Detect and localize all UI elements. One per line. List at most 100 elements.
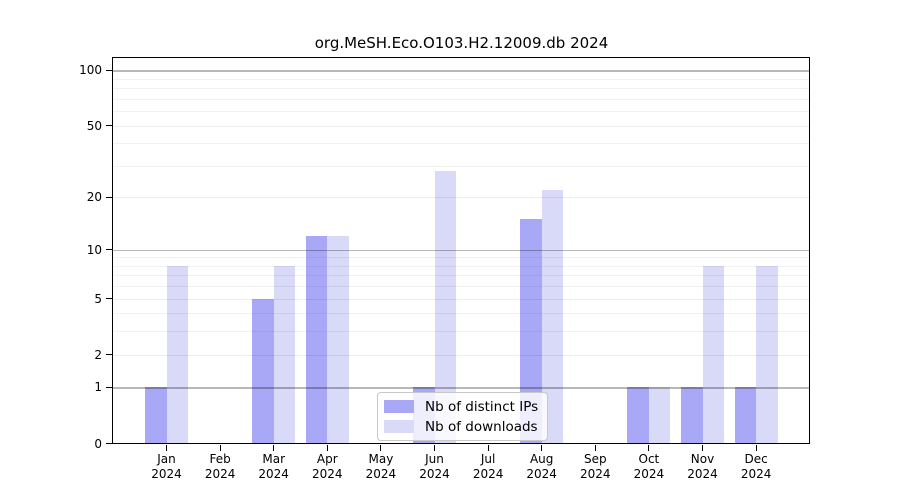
gridline-5 (113, 298, 810, 300)
bar-mar-ips (252, 298, 274, 444)
y-tick-1 (106, 386, 112, 389)
bar-oct-downloads (648, 387, 671, 444)
x-tick-label-month-may: May (368, 452, 394, 466)
x-tick-label-year-may: 2024 (365, 466, 397, 481)
x-tick-jan (165, 444, 168, 451)
y-tick-label-100: 100 (79, 63, 102, 78)
bar-mar-downloads (273, 265, 296, 444)
gridline-6 (113, 286, 810, 288)
gridline-20 (113, 197, 810, 199)
y-tick-100 (106, 69, 112, 72)
x-tick-jun (433, 444, 436, 451)
legend-label-downloads: Nb of downloads (425, 418, 538, 435)
x-tick-label-jun: Jun 2024 (403, 452, 467, 481)
gridline-7 (113, 275, 810, 277)
x-tick-label-may: May 2024 (349, 452, 413, 481)
x-tick-label-year-sep: 2024 (580, 466, 611, 481)
x-tick-label-year-nov: 2024 (687, 466, 718, 481)
x-tick-label-nov: Nov 2024 (671, 452, 735, 481)
x-tick-label-feb: Feb 2024 (188, 452, 252, 481)
bar-dec-ips (734, 387, 757, 444)
x-tick-label-year-mar: 2024 (258, 466, 289, 481)
x-tick-label-jul: Jul 2024 (456, 452, 520, 481)
gridline-80 (113, 88, 810, 90)
gridline-8 (113, 265, 810, 267)
x-tick-label-apr: Apr 2024 (295, 452, 359, 481)
x-tick-label-sep: Sep 2024 (563, 452, 627, 481)
x-tick-label-month-nov: Nov (690, 452, 715, 466)
gridline-90 (113, 78, 810, 80)
x-tick-label-jan: Jan 2024 (135, 452, 199, 481)
y-tick-label-20: 20 (86, 190, 102, 205)
y-tick-label-0: 0 (94, 436, 102, 451)
bar-apr-downloads (327, 236, 349, 444)
x-tick-dec (755, 444, 757, 451)
x-tick-label-year-jan: 2024 (151, 466, 182, 481)
x-tick-label-month-jun: Jun (425, 452, 444, 466)
bar-jan-downloads (166, 265, 188, 444)
x-tick-apr (326, 444, 328, 451)
gridline-10 (113, 249, 810, 251)
y-tick-5 (106, 298, 112, 300)
gridline-40 (113, 143, 810, 145)
x-tick-jul (487, 444, 489, 451)
x-tick-label-aug: Aug 2024 (510, 452, 574, 481)
bar-aug-downloads (541, 190, 564, 444)
y-tick-label-50: 50 (86, 118, 102, 133)
x-tick-may (380, 444, 382, 451)
x-tick-label-month-aug: Aug (529, 452, 554, 466)
gridline-60 (113, 111, 810, 113)
gridline-4 (113, 313, 810, 315)
gridline-3 (113, 331, 810, 333)
x-tick-label-year-apr: 2024 (312, 466, 343, 481)
y-tick-label-10: 10 (86, 242, 102, 257)
x-tick-label-month-oct: Oct (638, 452, 660, 466)
legend-item-downloads: Nb of downloads (384, 417, 538, 436)
y-tick-label-2: 2 (94, 347, 102, 362)
bar-apr-ips (305, 236, 328, 444)
x-tick-oct (648, 444, 650, 451)
y-tick-10 (106, 249, 112, 251)
legend: Nb of distinct IPs Nb of downloads (377, 392, 549, 441)
y-tick-0 (106, 442, 112, 445)
bar-nov-downloads (702, 265, 724, 444)
gridline-100 (113, 70, 810, 72)
bar-oct-ips (627, 387, 649, 444)
x-tick-label-year-dec: 2024 (740, 466, 772, 481)
x-tick-aug (541, 444, 543, 451)
y-tick-20 (106, 196, 112, 199)
gridline-9 (113, 257, 810, 259)
x-tick-label-year-jul: 2024 (472, 466, 504, 481)
bar-aug-ips (520, 219, 542, 444)
bar-jan-ips (145, 387, 167, 444)
y-tick-2 (106, 354, 112, 356)
x-tick-label-oct: Oct 2024 (617, 452, 681, 481)
x-tick-label-year-oct: 2024 (633, 466, 665, 481)
bar-nov-ips (681, 387, 703, 444)
gridline-1 (113, 387, 810, 389)
x-tick-label-mar: Mar 2024 (242, 452, 306, 481)
x-tick-label-year-feb: 2024 (204, 466, 236, 481)
x-tick-label-month-dec: Dec (744, 452, 768, 466)
x-tick-label-dec: Dec 2024 (724, 452, 788, 481)
gridline-30 (113, 165, 810, 167)
x-tick-label-month-jan: Jan (157, 452, 176, 466)
x-tick-nov (701, 444, 704, 451)
x-tick-feb (219, 444, 221, 451)
legend-item-distinct-ips: Nb of distinct IPs (384, 397, 538, 416)
gridline-50 (113, 125, 810, 127)
bar-dec-downloads (756, 265, 778, 444)
gridline-2 (113, 354, 810, 356)
x-tick-sep (594, 444, 596, 451)
x-tick-label-month-feb: Feb (209, 452, 231, 466)
legend-swatch-downloads (384, 420, 414, 433)
gridline-70 (113, 98, 810, 100)
x-tick-label-month-jul: Jul (480, 452, 496, 466)
chart-title: org.MeSH.Eco.O103.H2.12009.db 2024 (314, 34, 609, 52)
x-tick-label-month-sep: Sep (583, 452, 607, 466)
legend-swatch-distinct-ips (384, 400, 414, 413)
bar-jun-downloads (434, 171, 456, 444)
y-tick-label-5: 5 (94, 291, 102, 306)
y-tick-50 (106, 125, 112, 127)
